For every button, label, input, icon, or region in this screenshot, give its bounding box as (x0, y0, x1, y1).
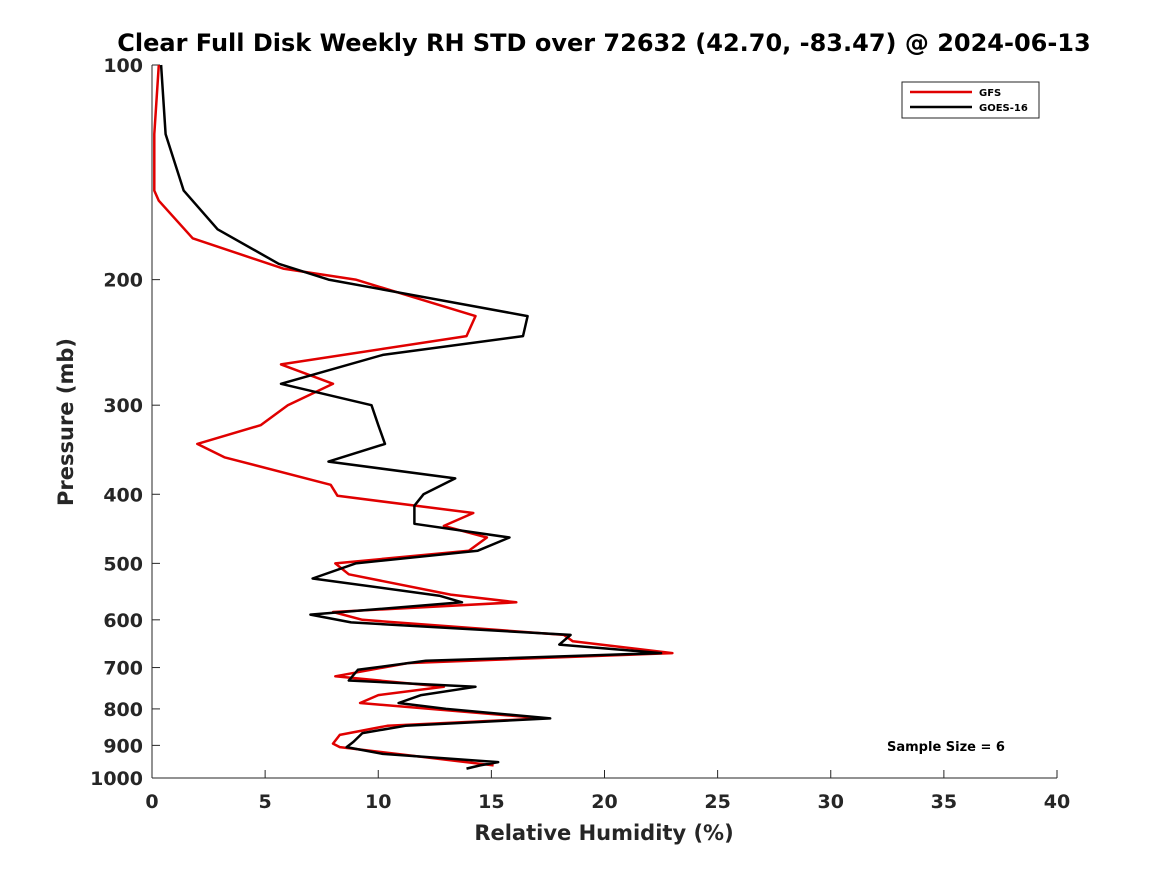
legend: GFS GOES-16 (901, 81, 1040, 119)
x-tick-label: 40 (1044, 791, 1070, 813)
y-tick-label: 900 (103, 735, 143, 757)
y-tick-label: 500 (103, 553, 143, 575)
x-tick-label: 25 (704, 791, 730, 813)
x-tick-label: 35 (931, 791, 957, 813)
y-tick-label: 800 (103, 699, 143, 721)
y-tick-label: 100 (103, 55, 143, 77)
axes (151, 65, 1057, 779)
series-line-gfs (153, 64, 674, 767)
y-tick-label: 400 (103, 484, 143, 506)
series-line-goes16 (159, 64, 663, 770)
y-ticks: 100 200 300 400 500 600 700 800 900 1000 (90, 55, 160, 790)
legend-box (901, 81, 1040, 119)
x-tick-label: 30 (818, 791, 844, 813)
x-tick-label: 5 (259, 791, 272, 813)
series-lines (153, 64, 674, 770)
x-tick-label: 0 (145, 791, 158, 813)
y-axis-title: Pressure (mb) (54, 338, 78, 506)
y-tick-label: 200 (103, 270, 143, 292)
y-tick-label: 700 (103, 658, 143, 680)
y-tick-label: 300 (103, 395, 143, 417)
y-tick-label: 600 (103, 610, 143, 632)
legend-label-goes16: GOES-16 (979, 103, 1028, 114)
x-ticks: 0 5 10 15 20 25 30 35 40 (145, 770, 1070, 813)
x-tick-label: 15 (478, 791, 504, 813)
x-tick-label: 20 (591, 791, 617, 813)
legend-label-gfs: GFS (979, 88, 1001, 99)
y-tick-label: 1000 (90, 768, 143, 790)
chart-title: Clear Full Disk Weekly RH STD over 72632… (117, 29, 1090, 57)
x-axis-title: Relative Humidity (%) (474, 821, 733, 845)
x-tick-label: 10 (365, 791, 391, 813)
sample-size-annotation: Sample Size = 6 (887, 740, 1005, 755)
